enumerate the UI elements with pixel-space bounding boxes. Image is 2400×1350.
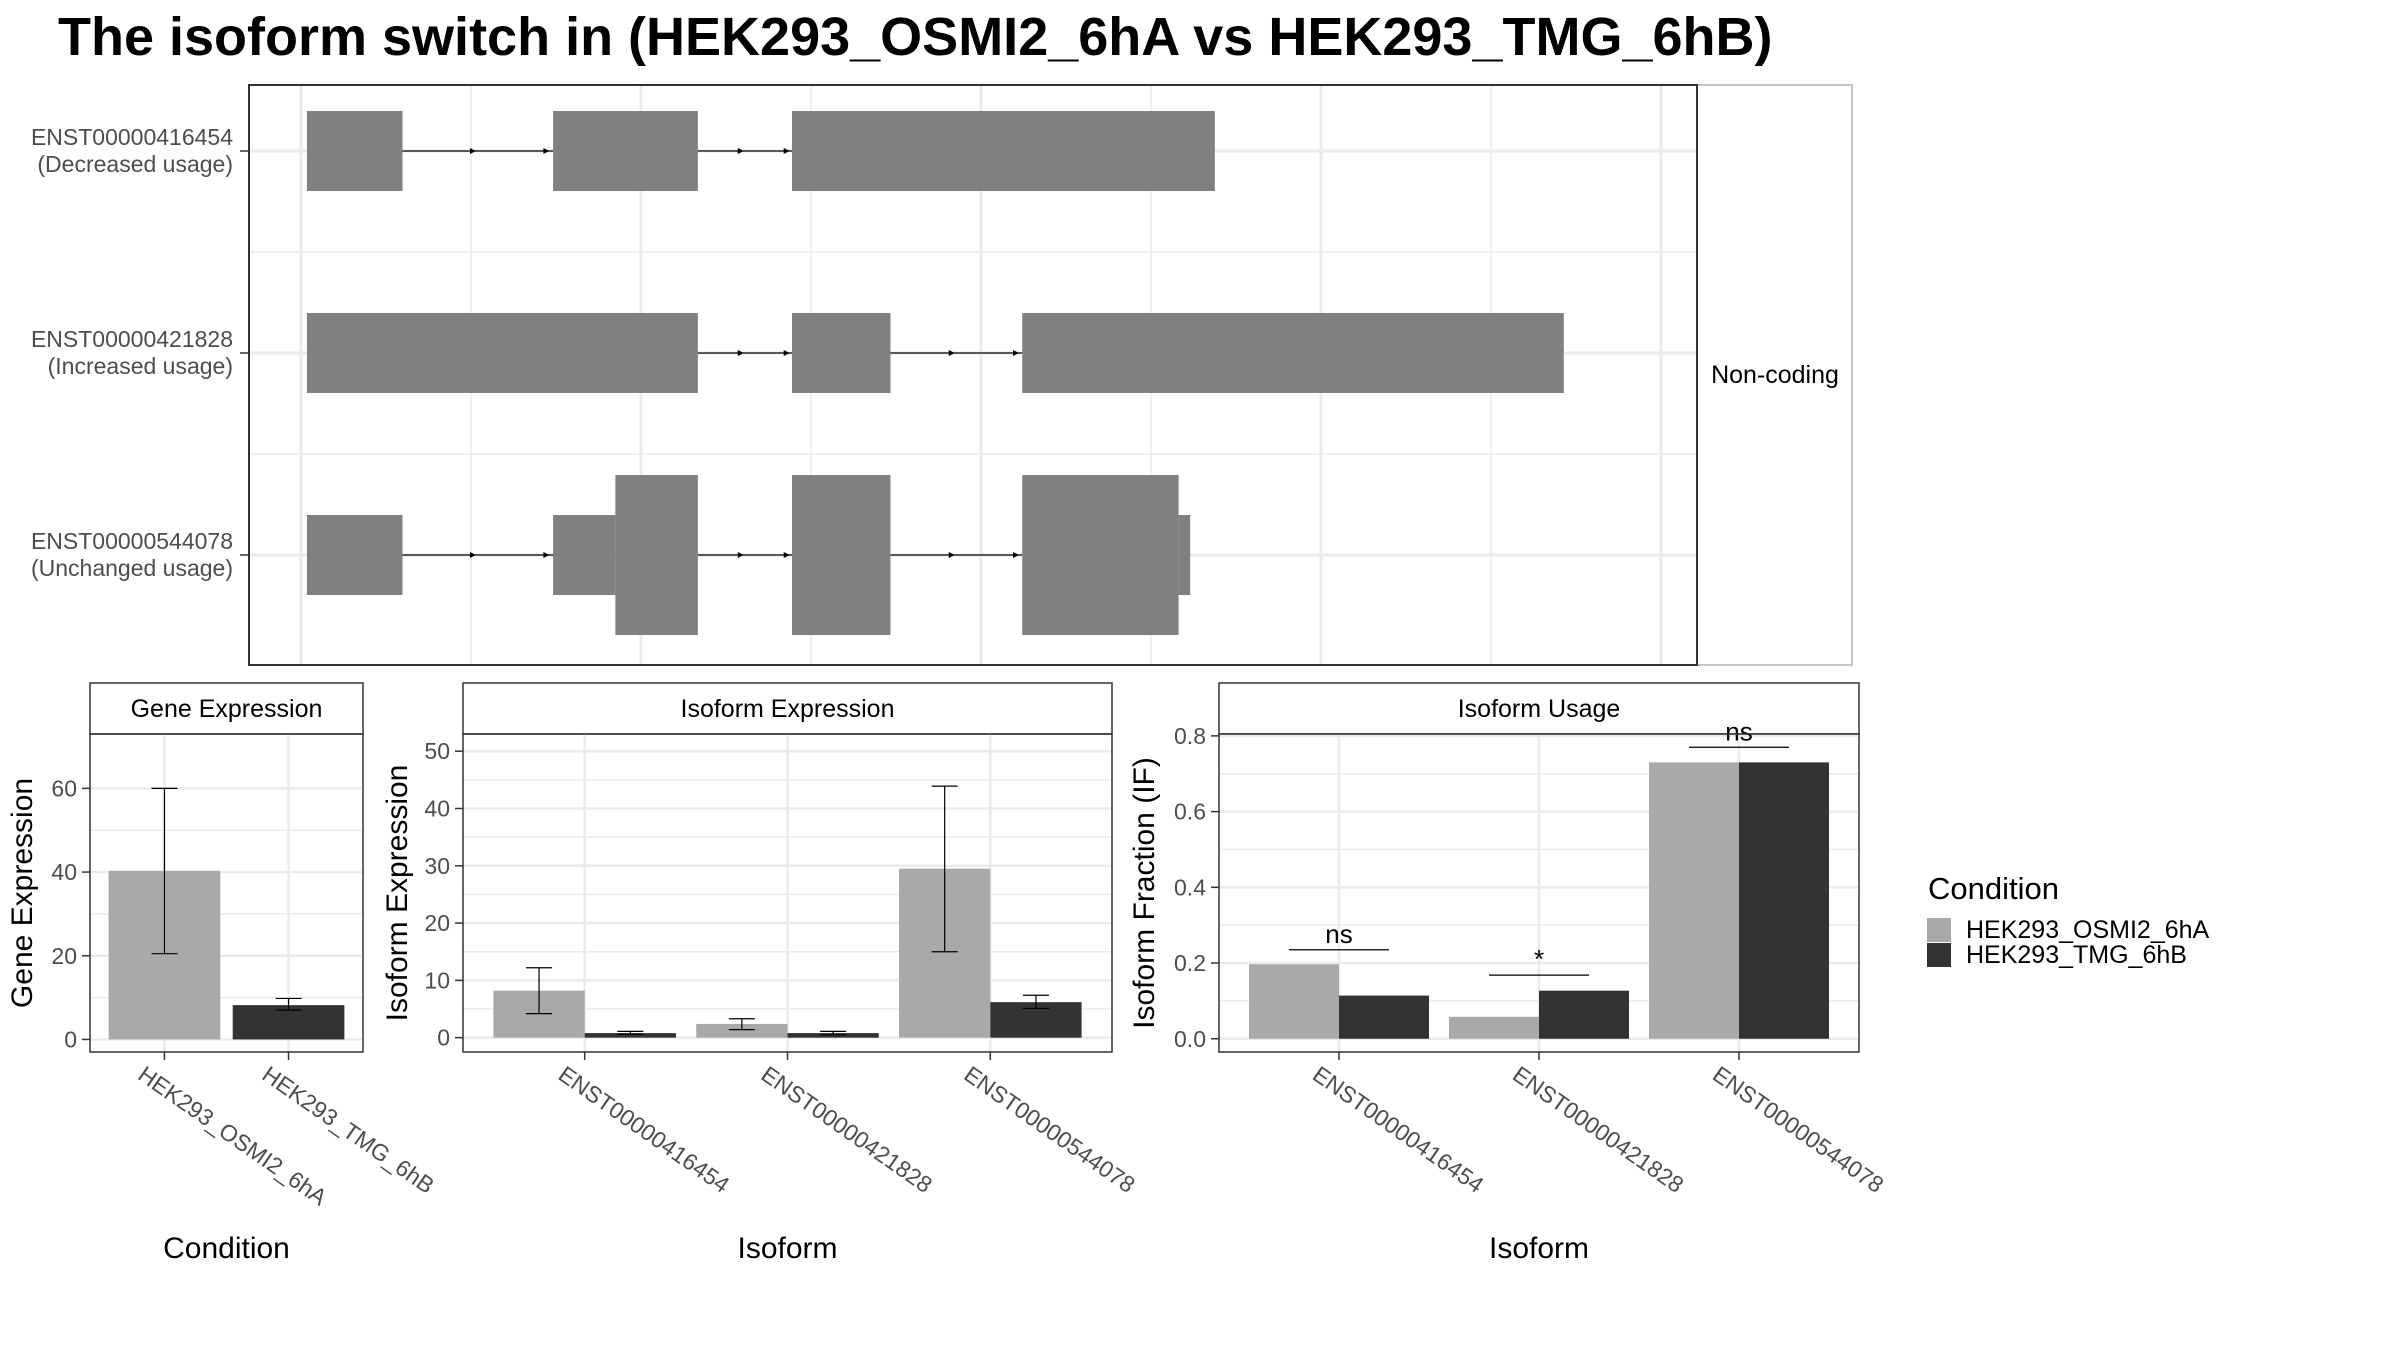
- isoform-usage-x-axis-title: Isoform: [1489, 1232, 1589, 1265]
- facet-label-noncoding: Non-coding: [1711, 361, 1839, 389]
- transcript-usage-label: (Decreased usage): [37, 151, 233, 177]
- legend-entry-label: HEK293_TMG_6hB: [1966, 941, 2187, 969]
- bar: [1339, 995, 1429, 1039]
- exon-block: [1022, 475, 1179, 635]
- transcript-usage-label: (Increased usage): [48, 353, 233, 379]
- bar: [232, 1005, 345, 1040]
- intron-direction-arrow: [783, 552, 790, 558]
- bar: [1739, 762, 1829, 1039]
- y-tick-label: 40: [424, 795, 450, 821]
- intron-direction-arrow: [783, 350, 790, 356]
- legend-entry-label: HEK293_OSMI2_6hA: [1966, 916, 2210, 944]
- intron-direction-arrow: [469, 552, 476, 558]
- bar: [1449, 1016, 1539, 1039]
- gene-expression-facet-label: Gene Expression: [131, 695, 323, 723]
- isoform-expression-facet-label: Isoform Expression: [681, 695, 895, 723]
- figure-title: The isoform switch in (HEK293_OSMI2_6hA …: [58, 7, 1773, 67]
- exon-block: [306, 111, 403, 191]
- intron-direction-arrow: [543, 148, 550, 154]
- y-tick-label: 0: [64, 1026, 77, 1052]
- isoform-usage-facet-label: Isoform Usage: [1458, 695, 1621, 723]
- transcript-id-label: ENST00000416454: [31, 124, 233, 150]
- exon-block: [1178, 515, 1191, 595]
- x-tick-label: ENST00000416454: [1308, 1061, 1489, 1198]
- significance-label: ns: [1325, 919, 1352, 949]
- intron-direction-arrow: [783, 148, 790, 154]
- exon-block: [792, 475, 891, 635]
- intron-direction-arrow: [737, 148, 744, 154]
- x-tick-label: ENST00000544078: [959, 1061, 1139, 1198]
- y-tick-label: 0.2: [1174, 950, 1206, 976]
- bar: [1249, 964, 1339, 1039]
- bar: [584, 1033, 676, 1038]
- x-tick-label: ENST00000421828: [757, 1061, 937, 1198]
- y-tick-label: 20: [424, 910, 450, 936]
- exon-block: [553, 515, 616, 595]
- y-tick-label: 30: [424, 853, 450, 879]
- exon-block: [306, 515, 403, 595]
- intron-direction-arrow: [737, 552, 744, 558]
- exon-block: [553, 111, 698, 191]
- structure-panel-border: [248, 84, 1698, 666]
- exon-block: [792, 111, 1215, 191]
- y-tick-label: 0.8: [1174, 723, 1206, 749]
- y-tick-label: 10: [424, 967, 450, 993]
- y-tick-label: 50: [424, 738, 450, 764]
- transcript-id-label: ENST00000421828: [31, 326, 233, 352]
- x-tick-label: ENST00000421828: [1508, 1061, 1688, 1198]
- significance-label: *: [1534, 944, 1544, 974]
- bar: [1649, 762, 1739, 1039]
- exon-block: [1022, 313, 1564, 393]
- intron-direction-arrow: [469, 148, 476, 154]
- y-tick-label: 0.0: [1174, 1026, 1206, 1052]
- legend-swatch: [1927, 943, 1951, 967]
- isoform-usage-facet-strip: [1218, 682, 1860, 735]
- gene-expression-facet-strip: [89, 682, 364, 735]
- transcript-id-label: ENST00000544078: [31, 528, 233, 554]
- bar: [1539, 990, 1629, 1039]
- isoform-usage-y-axis-title: Isoform Fraction (IF): [1128, 757, 1161, 1029]
- y-tick-label: 40: [51, 859, 77, 885]
- gene-expression-panel-border: [89, 733, 364, 1053]
- intron-direction-arrow: [1013, 350, 1020, 356]
- exon-block: [615, 475, 698, 635]
- significance-label: ns: [1725, 716, 1752, 746]
- intron-direction-arrow: [948, 552, 955, 558]
- x-tick-label: ENST00000416454: [554, 1061, 735, 1198]
- y-tick-label: 0.4: [1174, 874, 1206, 900]
- gene-expression-y-axis-title: Gene Expression: [6, 778, 39, 1008]
- exon-block: [306, 313, 698, 393]
- intron-direction-arrow: [948, 350, 955, 356]
- legend-title: Condition: [1928, 871, 2059, 906]
- transcript-usage-label: (Unchanged usage): [31, 555, 233, 581]
- intron-direction-arrow: [543, 552, 550, 558]
- intron-direction-arrow: [1013, 552, 1020, 558]
- y-tick-label: 0: [437, 1025, 450, 1051]
- isoform-expression-y-axis-title: Isoform Expression: [381, 765, 414, 1022]
- bar: [696, 1023, 788, 1038]
- legend-swatch: [1927, 918, 1951, 942]
- y-tick-label: 0.6: [1174, 799, 1206, 825]
- y-tick-label: 60: [51, 775, 77, 801]
- gene-expression-x-axis-title: Condition: [163, 1232, 290, 1265]
- y-tick-label: 20: [51, 943, 77, 969]
- x-tick-label: ENST00000544078: [1708, 1061, 1888, 1198]
- exon-block: [792, 313, 891, 393]
- isoform-expression-x-axis-title: Isoform: [737, 1232, 837, 1265]
- intron-direction-arrow: [737, 350, 744, 356]
